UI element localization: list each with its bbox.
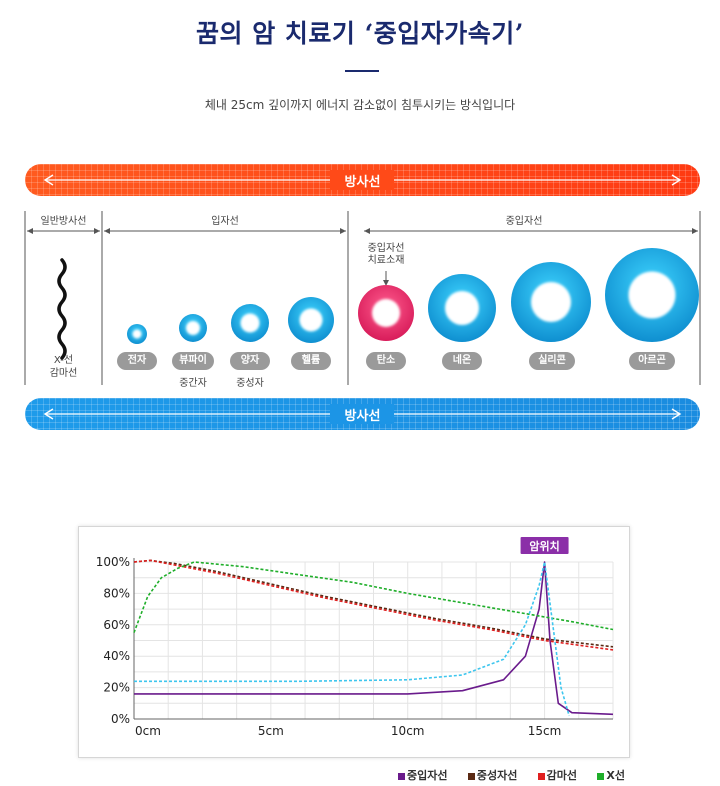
ring-helium: [288, 297, 334, 343]
pill-carbon: 탄소: [366, 352, 406, 370]
ring-neon: [428, 274, 496, 342]
chart-legend: 중입자선 중성자선 감마선 X선: [398, 764, 698, 783]
legend-item-xray: X선: [597, 769, 625, 782]
xray-label: X-선 감마선: [49, 355, 78, 379]
y-tick-label: 80%: [103, 586, 130, 600]
annotation-label: 암위치: [529, 539, 559, 553]
y-tick-label: 100%: [96, 555, 130, 569]
ring-silicon: [511, 262, 591, 342]
y-tick-label: 20%: [103, 681, 130, 695]
ring-pion: [179, 314, 207, 342]
pill-pion: 뷰파이: [172, 352, 214, 370]
series-line-1: [133, 559, 614, 648]
page-subtitle: 체내 25cm 깊이까지 에너지 감소없이 침투시키는 방식입니다: [204, 98, 516, 112]
page-title: 꿈의 암 치료기 ‘중입자가속기’: [195, 19, 525, 48]
pill-neon: 네온: [442, 352, 482, 370]
band-top-label: 방사선: [344, 175, 381, 190]
carbon-note: 중입자선 치료소재: [367, 243, 405, 266]
y-tick-label: 40%: [103, 649, 130, 663]
series-line-3: [133, 561, 614, 633]
band-arrow: [43, 404, 682, 424]
radiation-band-bottom: 방사선: [25, 398, 700, 430]
title-divider: [345, 70, 379, 72]
series-line-2: [133, 559, 614, 651]
ring-carbon: [358, 285, 414, 341]
category-general: 일반방사선: [40, 216, 87, 227]
pill-silicon: 실리콘: [529, 352, 575, 370]
x-tick-label: 0cm: [135, 724, 161, 738]
series-line-0: [134, 561, 614, 716]
pill-proton: 양자: [230, 352, 270, 370]
category-heavy: 중입자선: [505, 216, 543, 227]
radiation-band-top: 방사선: [25, 164, 700, 196]
series-line-4: [134, 561, 570, 717]
x-tick-label: 5cm: [258, 724, 284, 738]
band-arrow: [43, 170, 682, 190]
band-bottom-label: 방사선: [344, 409, 381, 424]
category-frame: [24, 211, 701, 385]
legend-item-neutron: 중성자선: [467, 769, 517, 782]
ring-argon: [605, 248, 699, 342]
category-particle: 입자선: [211, 216, 239, 227]
x-tick-label: 10cm: [391, 724, 425, 738]
x-tick-label: 15cm: [528, 724, 562, 738]
dose-depth-chart-plot: 0% 20% 40% 60% 80% 100% 0cm 5cm 10cm 15cm 암위치: [96, 537, 614, 738]
legend-item-gamma: 감마선: [537, 769, 577, 782]
y-tick-label: 0%: [111, 712, 130, 726]
pill-argon: 아르곤: [629, 352, 675, 370]
ring-proton: [231, 304, 269, 342]
particle-rings: [127, 248, 699, 344]
pill-electron: 전자: [117, 352, 157, 370]
y-tick-label: 60%: [103, 618, 130, 632]
ring-electron: [127, 324, 147, 344]
annotation-badge: [520, 537, 569, 554]
legend-item-heavy: 중입자선: [398, 769, 447, 782]
pill-helium: 헬륨: [291, 352, 331, 370]
sub-label-pion: 중간자: [179, 378, 207, 389]
sub-label-proton: 중성자: [236, 378, 264, 389]
